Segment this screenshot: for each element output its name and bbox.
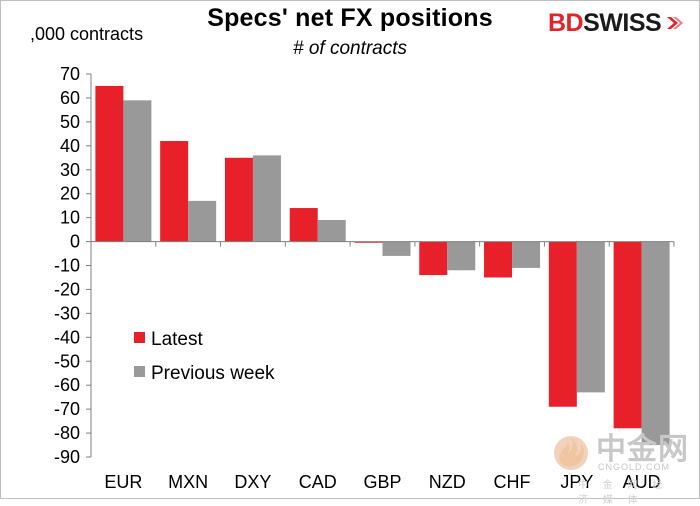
legend-label-latest: Latest xyxy=(151,329,203,350)
bar-aud-previous-week xyxy=(641,241,670,446)
bar-dxy-previous-week xyxy=(252,155,281,242)
legend-label-previous-week: Previous week xyxy=(151,363,275,384)
bar-jpy-latest xyxy=(548,241,577,407)
bar-chf-latest xyxy=(484,241,513,278)
x-tick-label-chf: CHF xyxy=(494,472,531,492)
y-tick-label: -40 xyxy=(54,327,80,347)
watermark-domain-text: CNGOLD.COM xyxy=(598,462,671,472)
y-tick-label: 30 xyxy=(60,160,80,180)
bar-mxn-latest xyxy=(160,141,189,242)
y-tick-label: -10 xyxy=(54,256,80,276)
x-tick-label-cad: CAD xyxy=(299,472,337,492)
chart-subtitle: # of contracts xyxy=(292,38,408,59)
y-tick-label: 10 xyxy=(60,208,80,228)
bar-gbp-latest xyxy=(354,241,383,243)
x-tick-label-aud: AUD xyxy=(623,472,661,492)
logo-swiss-text: SWISS xyxy=(583,8,662,37)
bdswiss-logo: BD SWISS xyxy=(548,8,684,38)
y-tick-label: -90 xyxy=(54,447,80,467)
swiss-chevron-icon xyxy=(667,17,684,29)
watermark-chinese-text: 中金网 xyxy=(596,433,689,466)
y-tick-label: 50 xyxy=(60,112,80,132)
axes-group xyxy=(86,73,675,458)
y-tick-label: 70 xyxy=(60,64,80,84)
bar-gbp-previous-week xyxy=(382,241,411,256)
y-tick-label: -50 xyxy=(54,351,80,371)
cngold-flame-icon xyxy=(554,436,588,470)
bar-mxn-previous-week xyxy=(188,200,217,242)
y-tick-labels: 70 60 50 40 30 20 10 0 -10 -20 -30 -40 -50 -60 -70 -80 -… xyxy=(54,64,80,467)
y-tick-label: -30 xyxy=(54,303,80,323)
x-tick-label-dxy: DXY xyxy=(234,472,271,492)
bar-aud-latest xyxy=(613,241,642,429)
y-tick-label: 40 xyxy=(60,136,80,156)
x-tick-label-jpy: JPY xyxy=(560,472,593,492)
bar-nzd-previous-week xyxy=(447,241,476,271)
chart-title: Specs' net FX positions xyxy=(207,4,493,32)
y-tick-label: -20 xyxy=(54,279,80,299)
y-axis-unit-label: ,000 contracts xyxy=(30,24,144,44)
y-tick-label: 20 xyxy=(60,184,80,204)
legend-swatch-latest xyxy=(134,332,145,343)
bar-cad-latest xyxy=(289,208,318,242)
cngold-watermark: 中金网 CNGOLD.COM 中 金 网 经 济 媒 体 xyxy=(542,424,692,506)
bar-jpy-previous-week xyxy=(576,241,605,393)
bar-chf-previous-week xyxy=(512,241,541,268)
x-tick-labels: EUR MXN DXY CAD GBP NZD CHF JPY AUD xyxy=(104,472,660,492)
bar-dxy-latest xyxy=(224,157,253,242)
y-tick-label: -80 xyxy=(54,423,80,443)
bar-eur-latest xyxy=(95,85,124,242)
y-tick-label: 0 xyxy=(70,232,80,252)
x-tick-label-mxn: MXN xyxy=(168,472,208,492)
y-tick-label: -60 xyxy=(54,375,80,395)
bar-nzd-latest xyxy=(419,241,448,276)
bar-cad-previous-week xyxy=(317,220,346,242)
watermark-tagline: 中 金 网 经 济 媒 体 xyxy=(578,480,669,506)
legend: Latest Previous week xyxy=(134,329,275,384)
x-tick-label-eur: EUR xyxy=(104,472,142,492)
y-tick-label: -70 xyxy=(54,399,80,419)
bar-eur-previous-week xyxy=(123,100,152,242)
logo-bd-text: BD xyxy=(548,8,584,37)
y-tick-label: 60 xyxy=(60,88,80,108)
x-tick-label-nzd: NZD xyxy=(429,472,466,492)
bars-group xyxy=(95,85,670,446)
legend-swatch-previous-week xyxy=(134,366,145,377)
x-tick-label-gbp: GBP xyxy=(363,472,401,492)
